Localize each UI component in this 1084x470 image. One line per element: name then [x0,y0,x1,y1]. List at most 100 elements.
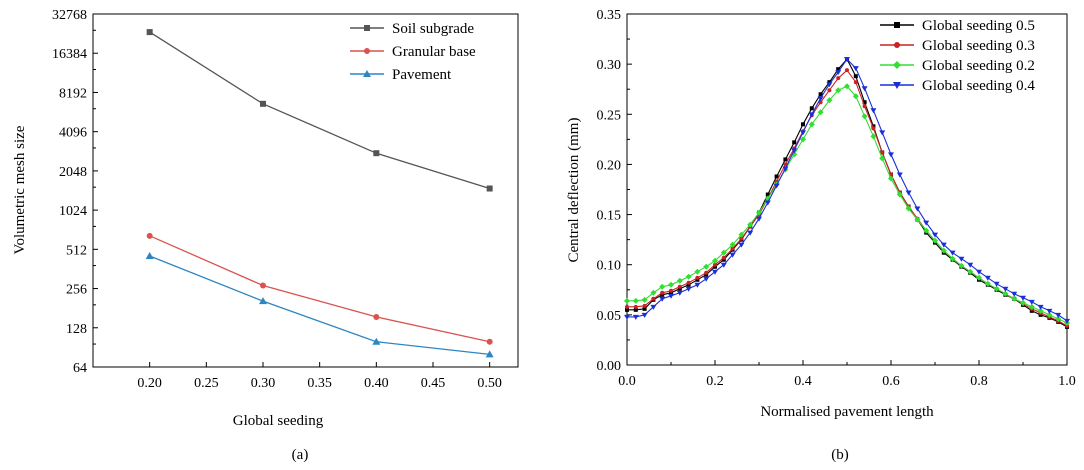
data-point [932,237,938,244]
data-point [967,268,974,275]
data-point [1046,308,1053,314]
data-point [1065,323,1069,328]
x-tick-label: 0.50 [477,376,502,391]
data-point [260,282,266,289]
data-point [146,232,153,239]
data-point [372,337,381,345]
data-point [650,304,657,310]
data-point [695,277,700,282]
x-tick-label: 0.4 [794,374,812,389]
data-point [633,307,638,312]
data-point [1055,312,1062,318]
data-point [668,281,674,288]
legend-label: Global seeding 0.2 [922,58,1035,74]
data-point [259,297,267,305]
data-point [914,206,921,212]
legend-label: Global seeding 0.3 [922,38,1035,54]
data-point [976,269,982,275]
data-point [870,108,877,114]
data-point [853,74,858,79]
data-point [625,304,629,309]
y-tick-label: 0.05 [597,309,622,324]
data-point [756,209,762,216]
data-point [641,296,648,303]
x-tick-label: 0.30 [251,376,276,391]
data-point [739,236,744,241]
data-point [845,68,849,73]
y-tick-label: 8192 [59,86,87,101]
data-point [694,282,701,288]
x-axis-title-b: Normalised pavement length [760,404,934,420]
data-point [756,216,762,222]
data-point [993,281,1000,287]
chart-mesh-size: 0.20 0.25 0.30 0.35 0.40 0.45 0.50 64 128 256 512 1… [12,8,519,463]
legend-label: Granular base [392,44,476,60]
data-point [632,314,639,320]
data-point [668,293,674,299]
data-point [1046,311,1053,318]
data-point [685,273,692,280]
y-tick-label: 0.00 [597,359,622,374]
data-point [677,284,682,289]
data-point [703,276,710,282]
x-tick-label: 0.6 [882,374,900,389]
data-point [686,280,691,285]
data-point [1002,286,1009,292]
data-point [712,269,718,275]
series-line [627,58,1068,322]
legend-label: Pavement [392,67,452,83]
legend-marker [894,42,900,48]
data-point [1020,295,1026,301]
data-point [703,263,710,270]
data-point [835,70,842,76]
data-point [984,280,991,287]
data-point [835,87,842,94]
data-point [747,230,754,236]
data-point [800,136,806,143]
data-point [993,285,1000,292]
data-point [704,272,709,277]
data-point [720,249,727,256]
data-point [712,257,718,264]
data-point [774,174,779,179]
x-tick-label: 0.40 [364,376,389,391]
data-point [879,130,886,136]
data-point [146,29,153,36]
data-point [694,268,701,275]
data-point [659,283,666,290]
data-point [958,256,965,262]
y-axis-title-b: Central deflection (mm) [566,118,582,263]
caption-b: (b) [831,447,849,463]
legend-marker [364,25,370,31]
data-point [905,190,912,196]
data-point [862,100,867,105]
data-point [485,350,494,358]
data-point [676,290,683,296]
data-point [1064,318,1070,324]
data-point [940,242,947,248]
data-point [633,304,638,309]
data-point [1055,315,1062,322]
plot-area-b: 0.0 0.2 0.4 0.6 0.8 1.0 0.00 0.05 0.10 0.15 0.20 0.… [597,8,1076,389]
data-point [729,241,736,248]
data-point [145,252,154,260]
data-point [888,152,894,158]
data-point [1037,304,1044,310]
data-point [826,97,833,104]
x-tick-label: 0.25 [194,376,219,391]
data-point [1028,299,1035,305]
data-point [905,205,912,212]
data-point [871,124,876,129]
data-point [738,231,745,238]
data-point [1029,308,1034,313]
data-point [713,264,717,269]
data-point [844,83,850,90]
plot-frame [92,13,519,368]
data-point [486,185,493,192]
series-pavement [145,252,494,358]
data-point [669,288,673,293]
data-point [730,246,735,251]
series-granular-base [146,232,493,345]
data-point [844,57,850,63]
data-point [949,255,956,262]
